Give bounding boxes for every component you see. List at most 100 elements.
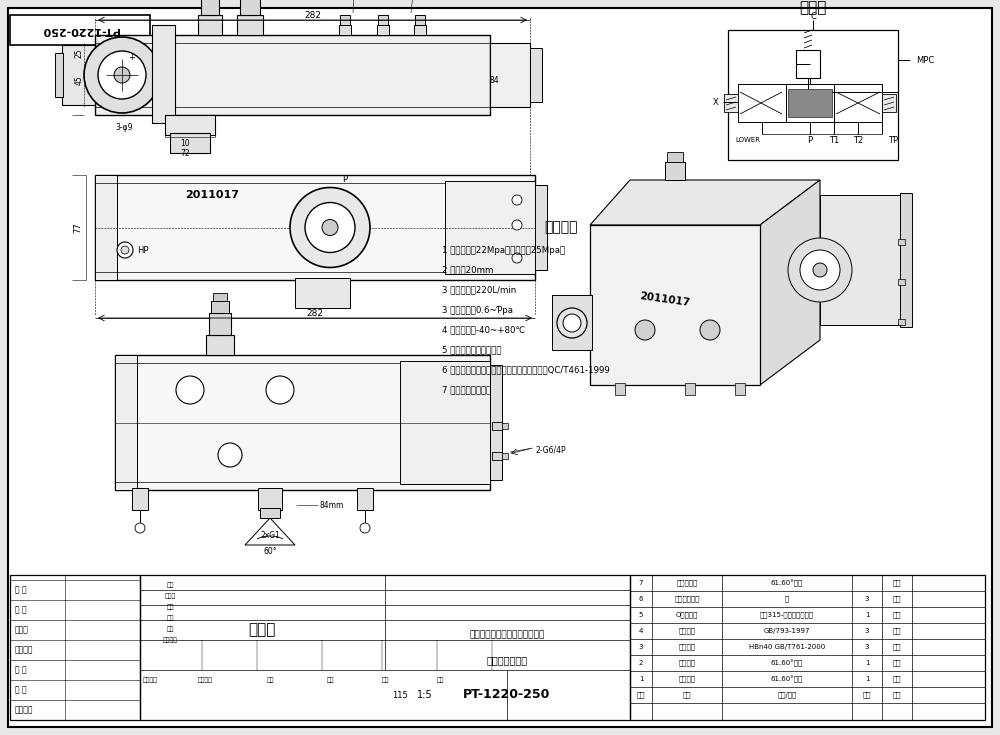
Bar bbox=[198, 15, 222, 35]
Text: 备注: 备注 bbox=[893, 612, 901, 618]
Text: 7 标记：激光打刻。: 7 标记：激光打刻。 bbox=[442, 385, 491, 395]
Circle shape bbox=[218, 443, 242, 467]
Bar bbox=[900, 193, 912, 327]
Text: 1: 1 bbox=[865, 612, 869, 618]
Text: 25: 25 bbox=[74, 49, 84, 58]
Text: 溹液阀层: 溹液阀层 bbox=[678, 660, 696, 667]
Text: 批 准: 批 准 bbox=[15, 586, 27, 595]
Text: 设 计: 设 计 bbox=[15, 686, 27, 695]
Text: 小大头螺: 小大头螺 bbox=[678, 644, 696, 650]
Text: 数量: 数量 bbox=[863, 692, 871, 698]
Bar bbox=[492, 452, 502, 460]
Text: P: P bbox=[342, 174, 348, 184]
Bar bbox=[735, 383, 745, 395]
Bar bbox=[530, 48, 542, 102]
Text: 1: 1 bbox=[865, 660, 869, 666]
Text: 2-G6/4P: 2-G6/4P bbox=[535, 445, 566, 454]
Bar bbox=[490, 365, 502, 480]
Bar bbox=[414, 25, 426, 35]
Text: T1: T1 bbox=[829, 135, 839, 145]
Bar bbox=[165, 115, 215, 135]
Text: 规格/型号: 规格/型号 bbox=[777, 692, 797, 698]
Circle shape bbox=[700, 320, 720, 340]
Bar bbox=[552, 295, 592, 350]
Text: 常州常工普通液压科技有限公司: 常州常工普通液压科技有限公司 bbox=[469, 631, 545, 639]
Text: 7: 7 bbox=[639, 580, 643, 586]
Text: C: C bbox=[810, 12, 816, 21]
Bar bbox=[152, 25, 175, 123]
Text: 序号: 序号 bbox=[637, 692, 645, 698]
Text: 61.60°普通: 61.60°普通 bbox=[771, 675, 803, 683]
Text: 1: 1 bbox=[639, 676, 643, 682]
Bar bbox=[55, 53, 63, 97]
Text: 校对: 校对 bbox=[166, 615, 174, 621]
Bar bbox=[258, 488, 282, 510]
Circle shape bbox=[121, 246, 129, 254]
Text: 3 控制气压：0.6~Ƥpa: 3 控制气压：0.6~Ƥpa bbox=[442, 306, 513, 315]
Circle shape bbox=[117, 242, 133, 258]
Bar bbox=[445, 181, 535, 274]
Text: 72: 72 bbox=[180, 148, 190, 157]
Bar bbox=[786, 84, 834, 122]
Text: GB/793-1997: GB/793-1997 bbox=[764, 628, 810, 634]
Text: 3: 3 bbox=[639, 644, 643, 650]
Circle shape bbox=[512, 195, 522, 205]
Text: 图幅: 图幅 bbox=[381, 677, 389, 683]
Text: 备注: 备注 bbox=[893, 595, 901, 602]
Text: +: + bbox=[129, 52, 135, 62]
Text: 原理图: 原理图 bbox=[799, 1, 827, 15]
Text: 设计阶段: 设计阶段 bbox=[198, 677, 212, 683]
Bar bbox=[62, 45, 95, 105]
Bar bbox=[378, 15, 388, 25]
Bar bbox=[211, 301, 229, 313]
Text: 图样批准: 图样批准 bbox=[143, 677, 158, 683]
Text: 演示阀件: 演示阀件 bbox=[678, 675, 696, 682]
Bar bbox=[209, 313, 231, 335]
Text: 备注: 备注 bbox=[893, 660, 901, 667]
Text: 2 透径：20mm: 2 透径：20mm bbox=[442, 265, 493, 274]
Bar bbox=[834, 84, 882, 122]
Bar bbox=[630, 575, 985, 720]
Circle shape bbox=[266, 376, 294, 404]
Text: 2011017: 2011017 bbox=[639, 292, 691, 309]
Text: 备注: 备注 bbox=[893, 628, 901, 634]
Bar bbox=[260, 508, 280, 518]
Text: 4 工作温度：-40~+80℃: 4 工作温度：-40~+80℃ bbox=[442, 326, 525, 334]
Text: T2: T2 bbox=[853, 135, 863, 145]
Bar bbox=[490, 43, 530, 107]
Text: 备注: 备注 bbox=[893, 644, 901, 650]
Polygon shape bbox=[590, 180, 820, 225]
Bar bbox=[357, 488, 373, 510]
Circle shape bbox=[84, 37, 160, 113]
Text: 45: 45 bbox=[74, 75, 84, 85]
Text: 282: 282 bbox=[304, 10, 321, 20]
Bar bbox=[213, 293, 227, 301]
Text: 图样批准: 图样批准 bbox=[15, 706, 34, 714]
Circle shape bbox=[114, 67, 130, 83]
Text: 3-φ9: 3-φ9 bbox=[115, 123, 132, 132]
Bar bbox=[882, 94, 896, 112]
Circle shape bbox=[305, 203, 355, 253]
Circle shape bbox=[800, 250, 840, 290]
Bar bbox=[788, 89, 832, 117]
Text: 标准化: 标准化 bbox=[15, 625, 29, 634]
Bar bbox=[898, 279, 905, 285]
Bar bbox=[140, 575, 630, 720]
Text: 鎍封内密封圈: 鎍封内密封圈 bbox=[674, 595, 700, 602]
Text: PT-1220-250: PT-1220-250 bbox=[463, 689, 551, 701]
Bar bbox=[820, 195, 900, 325]
Text: 拉山尖夸: 拉山尖夸 bbox=[678, 628, 696, 634]
Text: X: X bbox=[713, 98, 719, 107]
Bar bbox=[724, 94, 738, 112]
Text: 2: 2 bbox=[639, 660, 643, 666]
Text: 组合件: 组合件 bbox=[248, 623, 276, 637]
Bar bbox=[206, 335, 234, 355]
Text: 备注: 备注 bbox=[893, 580, 901, 587]
Bar bbox=[10, 15, 150, 45]
Circle shape bbox=[176, 376, 204, 404]
Text: 5: 5 bbox=[639, 612, 643, 618]
Bar bbox=[95, 35, 490, 115]
Text: 设计: 设计 bbox=[166, 604, 174, 610]
Text: 2xG1: 2xG1 bbox=[260, 531, 280, 539]
Text: 3: 3 bbox=[865, 644, 869, 650]
